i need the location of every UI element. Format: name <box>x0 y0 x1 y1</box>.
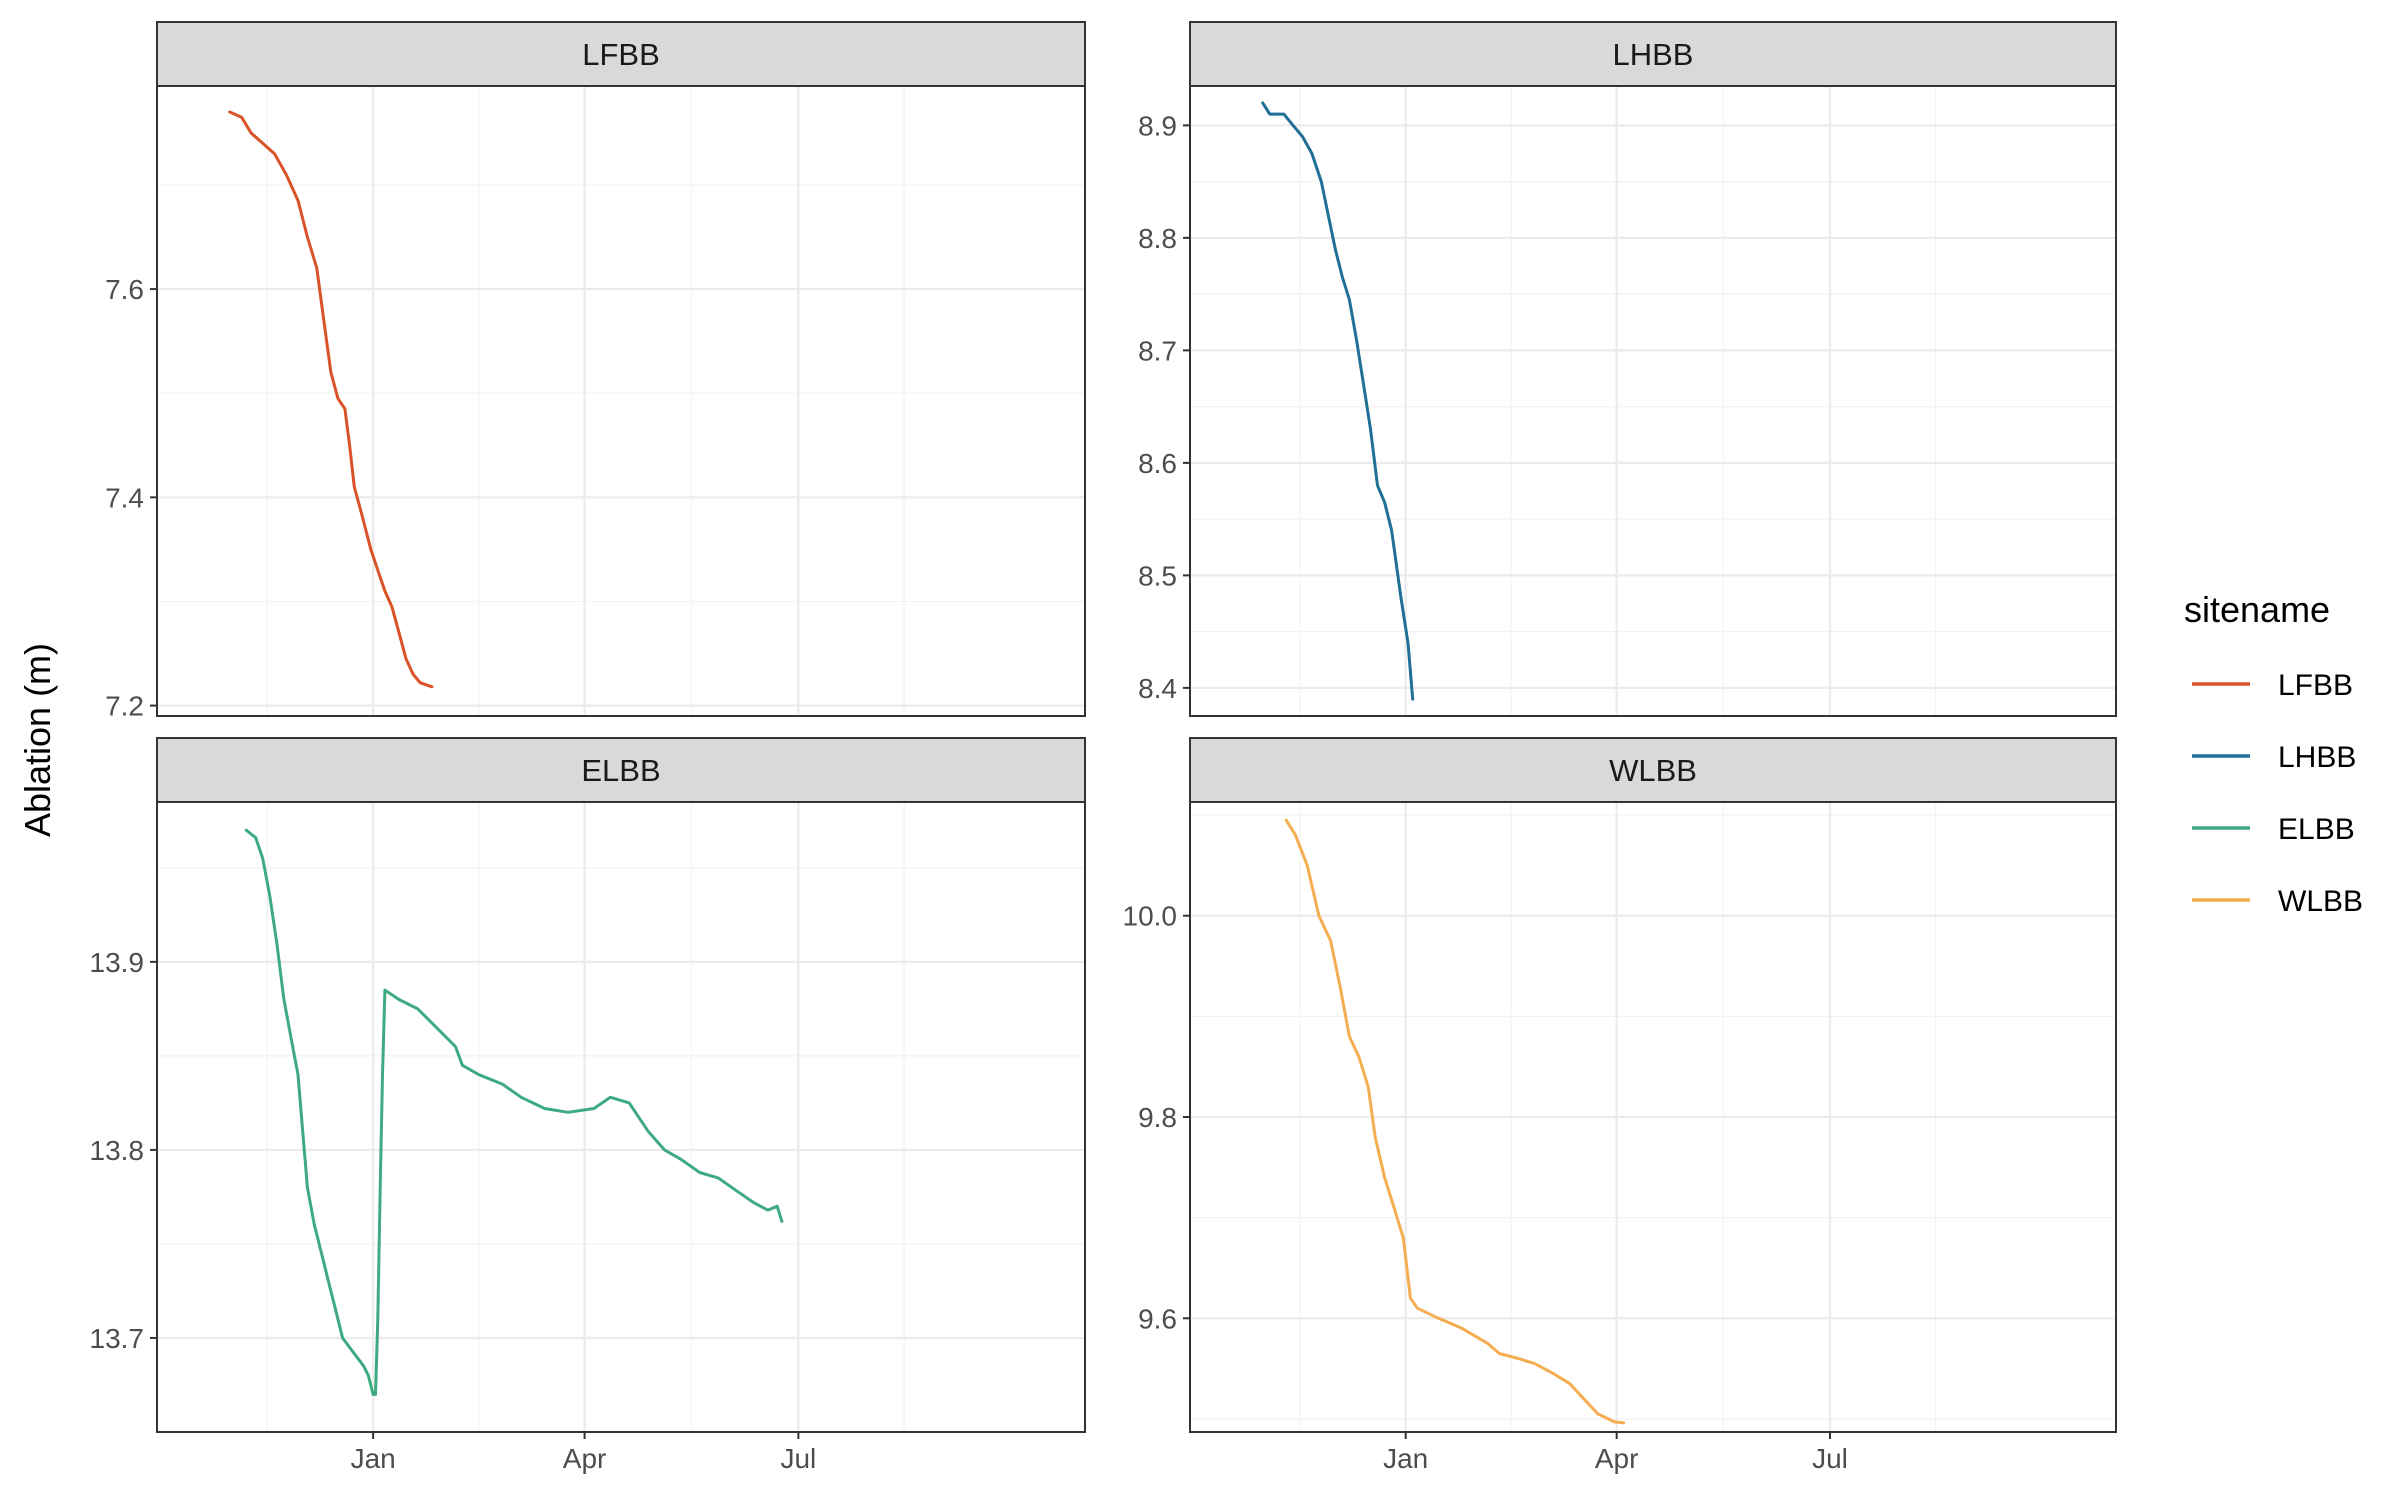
legend-label-wlbb: WLBB <box>2278 885 2363 918</box>
y-tick-label: 10.0 <box>1123 901 1178 932</box>
legend-item-wlbb: WLBB <box>2192 885 2363 918</box>
legend-title: sitename <box>2184 589 2330 630</box>
panel-background <box>157 86 1085 716</box>
y-tick-label: 8.9 <box>1138 110 1177 141</box>
y-tick-label: 8.8 <box>1138 223 1177 254</box>
panel-background <box>1190 86 2116 716</box>
legend-item-elbb: ELBB <box>2192 813 2355 846</box>
y-tick-label: 7.6 <box>105 274 144 305</box>
y-tick-label: 13.8 <box>90 1135 145 1166</box>
strip-lhbb <box>1189 21 2117 87</box>
x-tick-label: Jul <box>780 1443 816 1474</box>
panel-elbb: ELBB 13.7 13.8 13.9 Jan Apr Jul <box>90 737 1086 1474</box>
x-tick-label: Apr <box>563 1443 607 1474</box>
y-tick-label: 7.2 <box>105 691 144 722</box>
legend: sitename LFBB LHBB ELBB WLBB <box>2184 589 2363 918</box>
x-tick-label: Apr <box>1595 1443 1639 1474</box>
panel-wlbb: WLBB 9.6 9.8 10.0 Jan Apr Jul <box>1123 737 2117 1474</box>
panel-border <box>1189 85 2117 717</box>
series-line-elbb <box>244 828 784 1396</box>
legend-item-lhbb: LHBB <box>2192 741 2356 774</box>
legend-item-lfbb: LFBB <box>2192 669 2353 702</box>
series-line-lfbb <box>228 110 434 689</box>
strip-label-lfbb: LFBB <box>582 37 660 72</box>
y-tick-label: 8.4 <box>1138 673 1177 704</box>
x-tick-label: Jan <box>351 1443 396 1474</box>
legend-label-elbb: ELBB <box>2278 813 2355 846</box>
y-tick-label: 13.7 <box>90 1323 145 1354</box>
strip-wlbb <box>1189 737 2117 803</box>
y-tick-label: 8.6 <box>1138 448 1177 479</box>
y-tick-label: 8.7 <box>1138 335 1177 366</box>
legend-label-lfbb: LFBB <box>2278 669 2353 702</box>
y-axis-title: Ablation (m) <box>17 643 58 837</box>
panel-border <box>1189 801 2117 1433</box>
x-tick-label: Jul <box>1812 1443 1848 1474</box>
series-line-lhbb <box>1261 101 1415 701</box>
panel-background <box>157 802 1085 1432</box>
y-tick-label: 7.4 <box>105 482 144 513</box>
strip-label-wlbb: WLBB <box>1609 753 1697 788</box>
strip-lfbb <box>156 21 1086 87</box>
x-tick-label: Jan <box>1383 1443 1428 1474</box>
strip-label-elbb: ELBB <box>581 753 660 788</box>
y-tick-label: 8.5 <box>1138 560 1177 591</box>
legend-label-lhbb: LHBB <box>2278 741 2356 774</box>
panel-border <box>156 801 1086 1433</box>
y-tick-label: 13.9 <box>90 947 145 978</box>
strip-elbb <box>156 737 1086 803</box>
strip-label-lhbb: LHBB <box>1613 37 1694 72</box>
panels: LFBB 7.2 7.4 7.6 LHBB 8.4 8.5 8.6 8.7 8.8 8.9 ELBB 1… <box>90 21 2117 1474</box>
panel-lhbb: LHBB 8.4 8.5 8.6 8.7 8.8 8.9 <box>1138 21 2117 717</box>
y-tick-label: 9.6 <box>1138 1303 1177 1334</box>
panel-lfbb: LFBB 7.2 7.4 7.6 <box>105 21 1086 722</box>
series-line-wlbb <box>1284 818 1626 1425</box>
y-tick-label: 9.8 <box>1138 1102 1177 1133</box>
panel-border <box>156 85 1086 717</box>
